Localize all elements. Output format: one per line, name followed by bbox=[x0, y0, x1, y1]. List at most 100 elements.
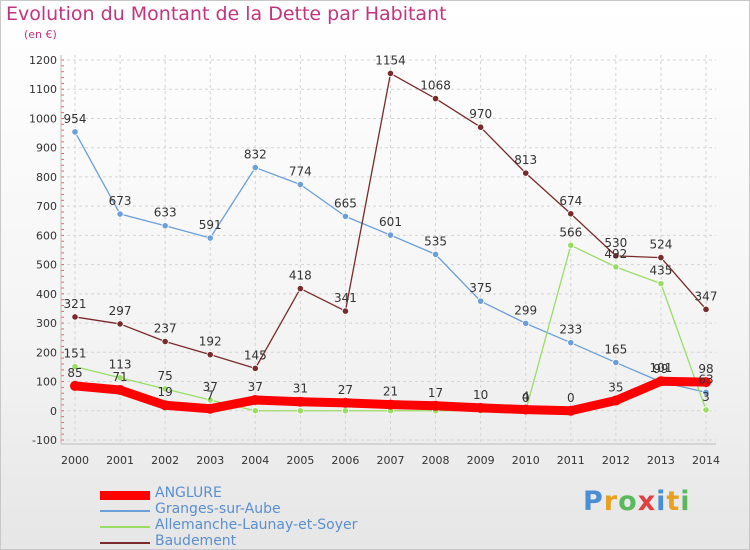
data-label: 970 bbox=[469, 107, 492, 121]
series-lines bbox=[70, 69, 711, 416]
data-label: 75 bbox=[158, 369, 173, 383]
data-point bbox=[206, 234, 214, 242]
data-label: 530 bbox=[604, 236, 627, 250]
x-tick-label: 2012 bbox=[602, 454, 630, 467]
data-point bbox=[655, 376, 666, 387]
data-point bbox=[341, 407, 350, 415]
y-tick-label: 800 bbox=[36, 171, 57, 184]
x-tick-label: 2006 bbox=[331, 454, 359, 467]
data-point bbox=[702, 388, 710, 396]
data-point bbox=[71, 313, 79, 321]
data-label: 71 bbox=[112, 370, 127, 384]
y-tick-label: -100 bbox=[32, 434, 57, 447]
y-tick-label: 500 bbox=[36, 259, 57, 272]
data-label: 492 bbox=[604, 247, 627, 261]
data-label: 31 bbox=[293, 382, 308, 396]
data-label: 7 bbox=[206, 389, 214, 403]
data-label: 954 bbox=[64, 112, 87, 126]
data-label: 321 bbox=[64, 297, 87, 311]
data-label: 435 bbox=[649, 264, 672, 278]
data-point bbox=[116, 320, 124, 328]
data-point bbox=[340, 397, 351, 408]
data-label: 375 bbox=[469, 281, 492, 295]
data-point bbox=[341, 307, 350, 315]
legend-swatch-anglure bbox=[100, 491, 150, 500]
data-label: 524 bbox=[649, 238, 672, 252]
data-point bbox=[477, 297, 485, 305]
data-point bbox=[567, 339, 575, 347]
x-tick-label: 2014 bbox=[692, 454, 720, 467]
data-label: 99 bbox=[653, 362, 668, 376]
x-tick-label: 2009 bbox=[467, 454, 495, 467]
data-point bbox=[161, 222, 169, 230]
data-label: 151 bbox=[64, 347, 87, 361]
data-point bbox=[431, 94, 440, 103]
data-point bbox=[116, 210, 124, 218]
data-label: 145 bbox=[244, 348, 267, 362]
data-point bbox=[251, 163, 259, 172]
data-label: 113 bbox=[109, 358, 132, 372]
data-label: 813 bbox=[514, 153, 537, 167]
y-tick-label: 600 bbox=[36, 229, 57, 242]
x-tick-label: 2003 bbox=[196, 454, 224, 467]
legend-label: Granges-sur-Aube bbox=[155, 501, 281, 517]
data-point bbox=[250, 394, 261, 405]
data-label: 665 bbox=[334, 196, 357, 210]
data-labels: 9546736335918327746656015353752992331659… bbox=[64, 53, 718, 404]
data-point bbox=[702, 406, 710, 414]
data-point bbox=[296, 407, 304, 415]
data-point bbox=[251, 407, 259, 415]
data-label: 341 bbox=[334, 291, 357, 305]
data-label: 19 bbox=[158, 385, 173, 399]
data-label: 832 bbox=[244, 148, 267, 162]
data-label: 1154 bbox=[375, 53, 406, 67]
y-tick-label: 300 bbox=[36, 317, 57, 330]
legend-label: Allemanche-Launay-et-Soyer bbox=[155, 517, 358, 533]
logo-letter: i bbox=[656, 486, 667, 517]
data-point bbox=[296, 284, 304, 293]
x-tick-label: 2011 bbox=[557, 454, 585, 467]
data-point bbox=[385, 399, 396, 410]
logo-letter: t bbox=[666, 486, 681, 517]
y-tick-label: 100 bbox=[36, 376, 57, 389]
data-point bbox=[612, 358, 620, 367]
data-point bbox=[206, 351, 214, 359]
data-label: 63 bbox=[698, 372, 713, 386]
data-point bbox=[567, 210, 575, 218]
data-point bbox=[477, 123, 485, 131]
data-point bbox=[161, 385, 169, 393]
chart-subtitle: (en €) bbox=[24, 28, 57, 41]
data-label: 35 bbox=[608, 381, 623, 395]
data-label: 37 bbox=[203, 380, 218, 394]
data-label: 347 bbox=[695, 289, 718, 303]
axes: -100010020030040050060070080090010001100… bbox=[29, 54, 720, 467]
data-label: 0 bbox=[567, 391, 575, 405]
x-tick-label: 2000 bbox=[61, 454, 89, 467]
logo-letter: P bbox=[583, 486, 604, 517]
data-point bbox=[161, 337, 169, 346]
data-label: 601 bbox=[379, 215, 402, 229]
data-label: 21 bbox=[383, 385, 398, 399]
data-label: 299 bbox=[514, 303, 537, 317]
data-label: 237 bbox=[154, 321, 177, 335]
data-label: 3 bbox=[702, 390, 710, 404]
data-point bbox=[71, 363, 79, 371]
data-label: 4 bbox=[522, 390, 530, 404]
data-label: 10 bbox=[473, 388, 488, 402]
data-point bbox=[295, 396, 306, 407]
logo-letter: x bbox=[637, 486, 657, 517]
data-point bbox=[567, 241, 575, 249]
data-point bbox=[657, 254, 665, 262]
logo-letter: o bbox=[618, 486, 638, 517]
x-tick-label: 2001 bbox=[106, 454, 134, 467]
legend-swatch-granges bbox=[100, 510, 150, 512]
data-label: 673 bbox=[109, 194, 132, 208]
data-label: 192 bbox=[199, 335, 222, 349]
data-label: 566 bbox=[559, 225, 582, 239]
data-point bbox=[115, 385, 126, 396]
x-tick-label: 2002 bbox=[151, 454, 179, 467]
data-label: 591 bbox=[199, 218, 222, 232]
data-point bbox=[610, 395, 621, 406]
data-label: 37 bbox=[248, 380, 263, 394]
